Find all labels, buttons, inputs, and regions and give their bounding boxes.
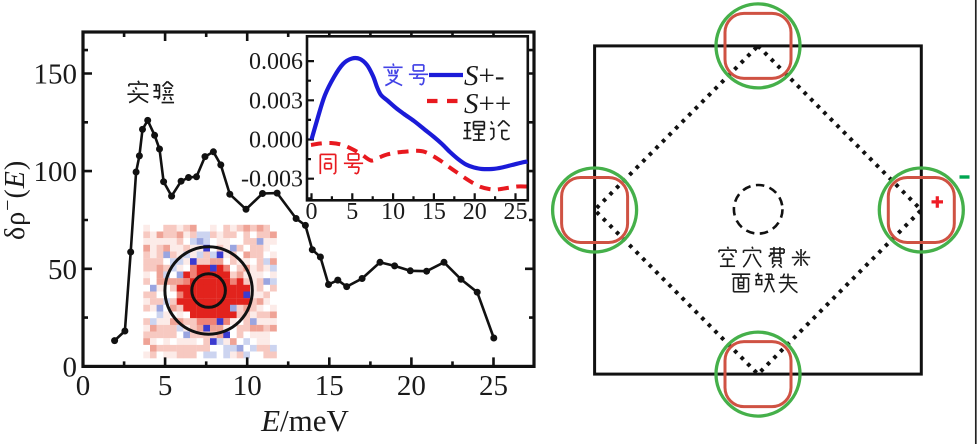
svg-text:10: 10 <box>381 199 405 225</box>
svg-text:0: 0 <box>306 199 318 225</box>
svg-text:0: 0 <box>76 370 91 402</box>
svg-text:15: 15 <box>315 370 344 402</box>
svg-text:150: 150 <box>34 59 78 91</box>
svg-text:-0.003: -0.003 <box>241 167 303 193</box>
svg-text:0: 0 <box>63 351 78 383</box>
svg-text:0.006: 0.006 <box>249 49 303 75</box>
svg-text:S+-: S+- <box>464 60 505 92</box>
svg-text:20: 20 <box>463 199 487 225</box>
svg-text:100: 100 <box>34 156 78 188</box>
svg-text:E/meV: E/meV <box>260 403 349 438</box>
svg-text:5: 5 <box>158 370 173 402</box>
svg-text:50: 50 <box>48 254 77 286</box>
svg-text:0.000: 0.000 <box>249 128 303 154</box>
svg-text:25: 25 <box>504 199 528 225</box>
svg-text:5: 5 <box>346 199 358 225</box>
svg-text:10: 10 <box>233 370 262 402</box>
svg-text:S++: S++ <box>464 88 511 120</box>
svg-text:20: 20 <box>397 370 426 402</box>
svg-text:0.003: 0.003 <box>249 88 303 114</box>
svg-text:15: 15 <box>422 199 446 225</box>
svg-text:25: 25 <box>479 370 508 402</box>
